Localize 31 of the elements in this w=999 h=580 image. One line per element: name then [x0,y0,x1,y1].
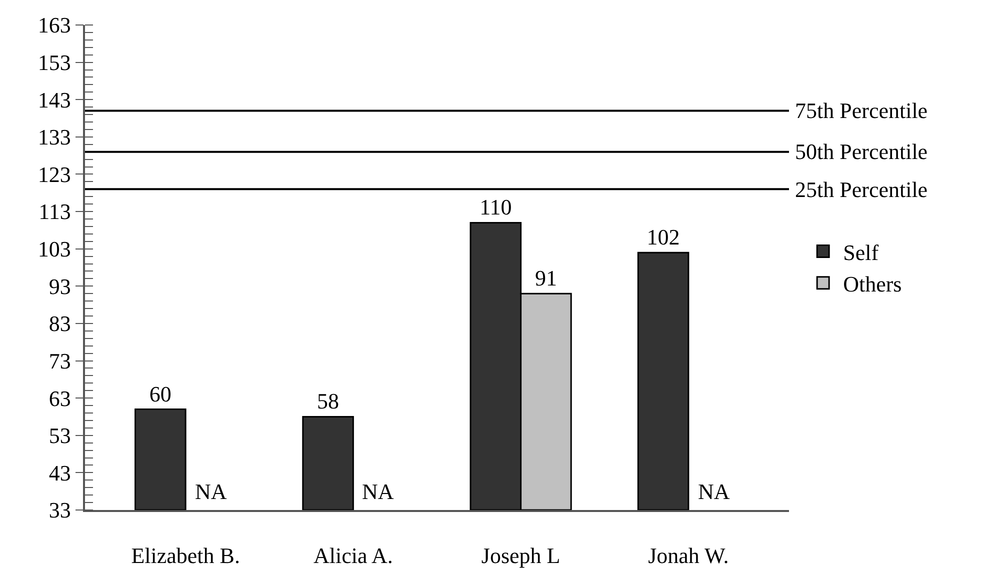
data-label: 60 [149,381,172,406]
data-label: 102 [646,224,680,250]
data-label: 110 [480,194,512,220]
y-tick-label: 133 [38,124,71,150]
y-tick-label: 33 [48,498,71,523]
y-tick-label: 63 [48,386,71,411]
y-tick-label: 153 [38,50,71,76]
x-tick-label: Elizabeth B. [131,543,240,568]
y-tick-label: 103 [38,236,71,262]
ref-line-label: 50th Percentile [795,139,928,164]
y-tick-label: 143 [38,87,71,112]
y-tick-label: 43 [48,460,71,486]
text: NA [195,479,227,504]
data-label: 58 [317,388,340,414]
text: NA [698,479,730,504]
x-tick-label: Jonah W. [648,543,729,568]
ref-line-label: 25th Percentile [795,177,928,202]
legend-label: Others [843,271,902,296]
y-tick-label: 83 [48,311,71,336]
y-tick-label: 73 [48,348,71,374]
ref-line-label: 75th Percentile [795,98,928,123]
y-tick-label: 113 [38,199,71,224]
y-tick-label: 53 [48,423,71,448]
y-tick-label: 93 [48,274,71,299]
x-tick-label: Joseph L [481,543,560,568]
x-tick-label: Alicia A. [313,543,393,568]
y-tick-label: 123 [38,162,71,187]
y-tick-label: 163 [38,12,71,38]
legend-label: Self [843,240,880,265]
data-label: 91 [534,266,557,291]
text: NA [362,479,394,504]
